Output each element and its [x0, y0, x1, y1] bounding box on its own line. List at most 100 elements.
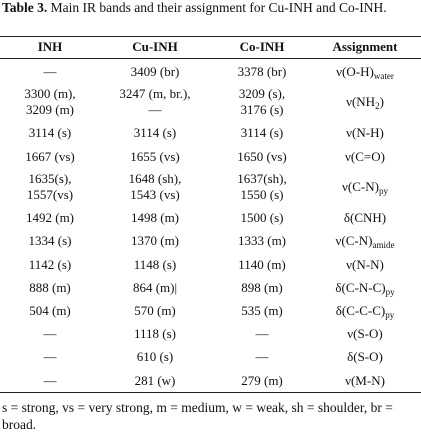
- cell-line: 1140 (m): [238, 256, 286, 272]
- cell-line: 3378 (br): [237, 63, 287, 79]
- cell-line: ν(NH2): [315, 94, 415, 112]
- subscript: py: [385, 310, 395, 320]
- cell: 1500 (s): [212, 210, 312, 226]
- cell: 1148 (s): [105, 257, 205, 273]
- cell: ν(C=O): [315, 149, 415, 165]
- cell: 1667 (vs): [0, 149, 100, 165]
- cell: —: [0, 326, 100, 342]
- cell: 1650 (vs): [212, 149, 312, 165]
- cell: 1492 (m): [0, 210, 100, 226]
- cell-line: 281 (w): [134, 372, 176, 388]
- cell-line: 3114 (s): [28, 125, 72, 141]
- cell: 1118 (s): [105, 326, 205, 342]
- subscript: amide: [372, 240, 395, 251]
- cell-line: δ(CNH): [315, 210, 415, 226]
- cell: δ(CNH): [315, 210, 415, 226]
- cell-line: ν(C-N)py: [315, 179, 415, 197]
- caption: Table 3. Main IR bands and their assignm…: [2, 0, 414, 16]
- cell-line: 1655 (vs): [130, 148, 180, 164]
- cell: 1655 (vs): [105, 149, 205, 165]
- cell-line: 3114 (s): [133, 125, 177, 141]
- assignment: ν(C-N): [335, 233, 373, 249]
- assignment: δ(CNH): [343, 210, 387, 226]
- cell: ν(C-N)amide: [315, 233, 415, 251]
- cell: 1140 (m): [212, 257, 312, 273]
- cell-line: 3300 (m),: [24, 86, 76, 102]
- cell-line: 1543 (vs): [130, 187, 180, 203]
- cell-line: δ(S-O): [315, 349, 415, 365]
- cell-line: ν(S-O): [315, 326, 415, 342]
- cell-line: 888 (m): [29, 279, 71, 295]
- cell-line: 570 (m): [134, 303, 176, 318]
- assignment: ν(M-N): [345, 372, 385, 388]
- cell-line: 1142 (s): [28, 256, 72, 272]
- cell: 1334 (s): [0, 233, 100, 249]
- cell: 1637(sh), 1550 (s): [212, 171, 312, 203]
- cell-line: —: [255, 326, 269, 342]
- subscript: py: [378, 186, 388, 197]
- assignment: ν(O-H): [336, 63, 374, 79]
- cell-line: —: [43, 326, 57, 342]
- cell: 1142 (s): [0, 257, 100, 273]
- cell: 1648 (sh), 1543 (vs): [105, 171, 205, 203]
- cell: 504 (m): [0, 303, 100, 319]
- cell-line: 1650 (vs): [237, 148, 287, 164]
- cell-line: —: [255, 349, 269, 365]
- assignment: ν(C-N): [342, 179, 379, 195]
- cell: 1635(s), 1557(vs): [0, 171, 100, 203]
- assignment: ν(S-O): [347, 326, 383, 342]
- cell-line: 3209 (m): [25, 102, 75, 118]
- cell-line: —: [148, 102, 162, 118]
- cell-line: 1498 (m): [130, 210, 180, 226]
- cell: ν(S-O): [315, 326, 415, 342]
- cell: 281 (w): [105, 373, 205, 389]
- cell-line: 279 (m): [241, 372, 283, 388]
- top-rule: [0, 36, 421, 37]
- cell-line: 864 (m)|: [132, 279, 178, 295]
- cell-line: 1637(sh),: [237, 171, 287, 187]
- cell-line: 1667 (vs): [25, 148, 75, 164]
- subscript: 2: [375, 101, 380, 112]
- cell-line: 3209 (s),: [238, 86, 286, 102]
- cell-line: —: [43, 349, 57, 365]
- cell: ν(C-N)py: [315, 179, 415, 197]
- cell-line: 1334 (s): [28, 233, 72, 249]
- cell: 570 (m): [105, 303, 205, 319]
- cell: —: [0, 373, 100, 389]
- cell: —: [212, 326, 312, 342]
- cell: 3114 (s): [212, 125, 312, 141]
- cell: —: [212, 349, 312, 365]
- cell-line: 1635(s),: [28, 171, 72, 187]
- cell-line: 3247 (m, br.),: [119, 86, 191, 102]
- cell: δ(S-O): [315, 349, 415, 365]
- assignment: ν(N-N): [346, 256, 384, 272]
- assignment: δ(S-O): [347, 349, 383, 365]
- cell: 1370 (m): [105, 233, 205, 249]
- cell-line: 610 (s): [136, 349, 174, 365]
- cell: ν(O-H)water: [315, 63, 415, 81]
- cell-line: —: [43, 63, 57, 79]
- cell-line: 3114 (s): [240, 125, 284, 141]
- header-cell: Co-INH: [239, 39, 285, 54]
- cell-line: 1333 (m): [237, 233, 287, 249]
- cell-line: ν(C=O): [315, 149, 415, 165]
- cell-line: 1550 (s): [240, 187, 284, 203]
- header-rule: [0, 58, 421, 59]
- assignment: ν(C=O): [345, 148, 385, 164]
- cell: 610 (s): [105, 349, 205, 365]
- cell: 3247 (m, br.), —: [105, 86, 205, 118]
- assignment-end: ): [379, 94, 384, 110]
- cell-line: δ(C-N-C)py: [315, 280, 415, 297]
- cell-line: 3176 (s): [240, 102, 284, 118]
- cell-line: 1648 (sh),: [128, 171, 182, 187]
- assignment: ν(N-H): [346, 125, 384, 141]
- cell: 3114 (s): [0, 125, 100, 141]
- caption-label: Table 3.: [2, 0, 48, 15]
- bottom-rule: [0, 392, 421, 393]
- cell: 864 (m)|: [105, 280, 205, 296]
- cell-line: 898 (m): [241, 279, 283, 295]
- subscript: water: [373, 70, 394, 81]
- cell: 3209 (s), 3176 (s): [212, 86, 312, 118]
- cell: ν(M-N): [315, 373, 415, 389]
- cell: 3409 (br): [105, 64, 205, 80]
